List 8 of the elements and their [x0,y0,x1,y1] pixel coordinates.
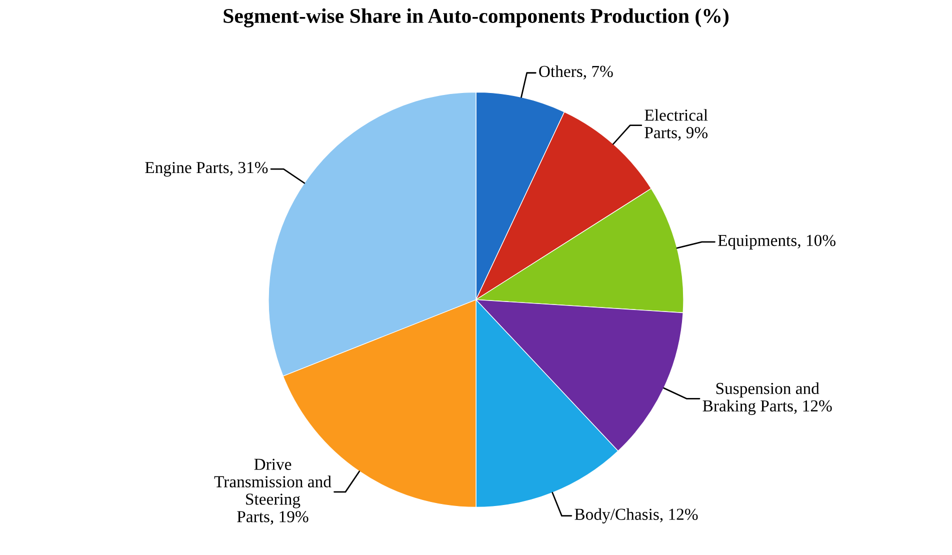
slice-label: Equipments, 10% [718,234,836,250]
slice-label: Drive Transmission and Steering Parts, 19% [214,458,332,525]
slice-label: Body/Chasis, 12% [574,508,698,524]
slice-label: Electrical Parts, 9% [644,109,708,141]
slice-label: Suspension and Braking Parts, 12% [702,382,832,415]
chart-title: Segment-wise Share in Auto-components Production (%) [224,8,728,28]
slice-label: Engine Parts, 31% [145,162,268,177]
slice-label: Others, 7% [539,65,613,80]
